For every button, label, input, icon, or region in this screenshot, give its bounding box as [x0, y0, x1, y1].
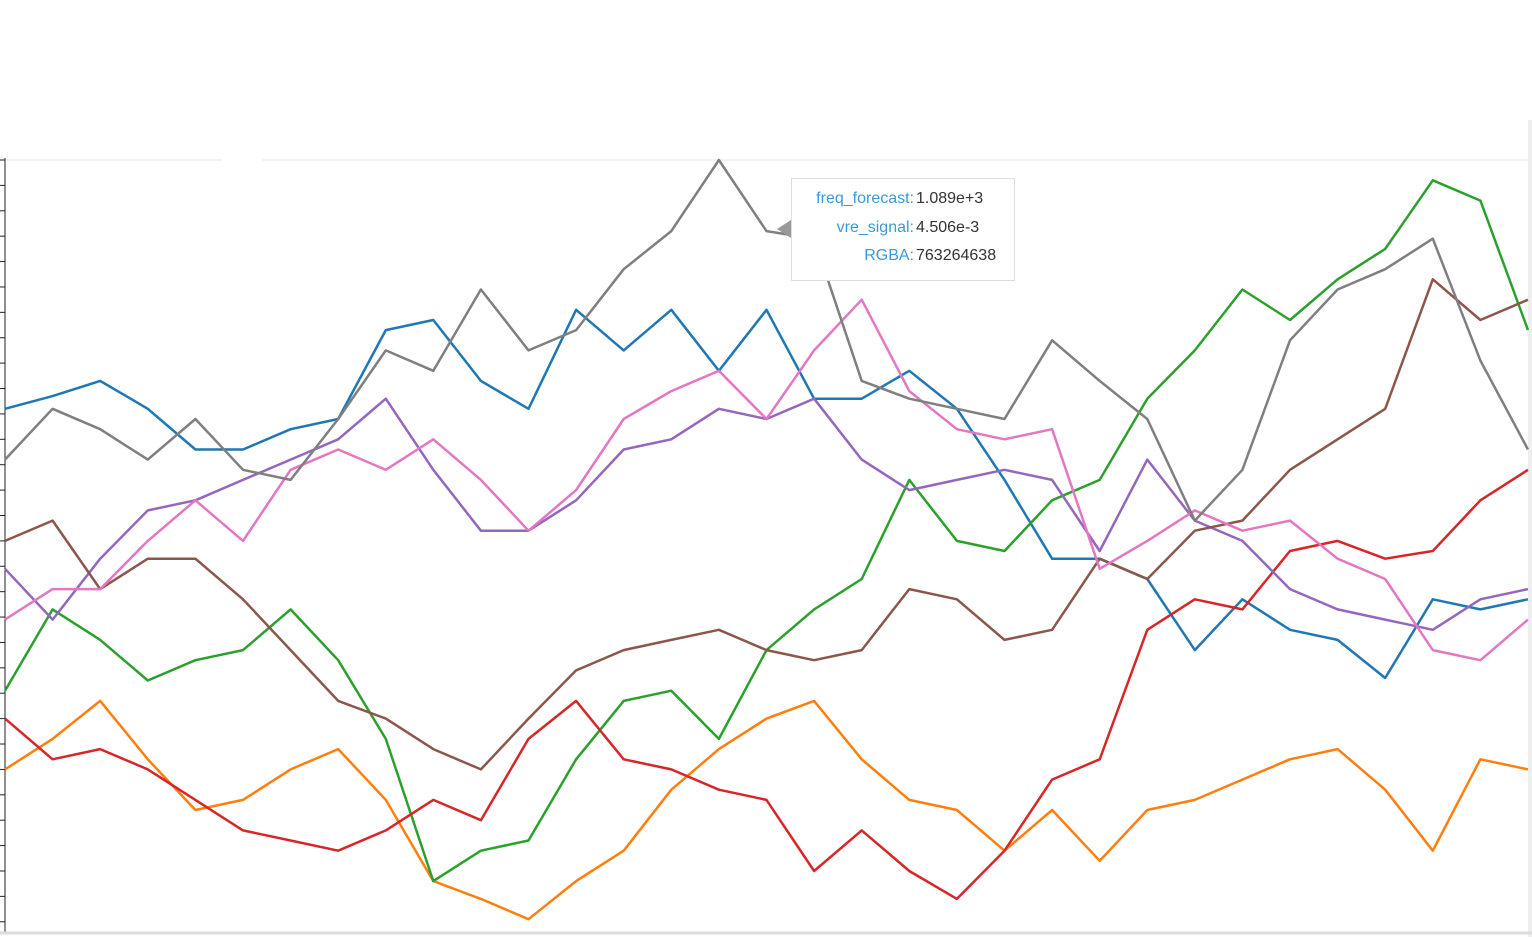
series-line [4, 468, 1529, 901]
tooltip-label: RGBA: [864, 247, 914, 264]
tooltip-row: freq_forecast: 1.089e+3 [792, 190, 1016, 212]
tooltip-row: RGBA: 763264638 [792, 247, 1016, 269]
series-line [4, 397, 1529, 632]
tooltip-label: vre_signal: [836, 218, 914, 236]
tooltip: freq_forecast: 1.089e+3 vre_signal: 4.506e-… [791, 178, 1015, 281]
series-line [3, 179, 1530, 883]
series-line [4, 158, 1530, 522]
series-line [4, 298, 1529, 662]
right-shadow [1528, 120, 1532, 937]
series-line [4, 699, 1529, 921]
series-line [4, 308, 1529, 680]
tooltip-arrow [777, 220, 791, 238]
tooltip-value: 1.089e+3 [916, 190, 984, 207]
tooltip-row: vre_signal: 4.506e-3 [792, 219, 1016, 241]
series-line [4, 278, 1529, 771]
tooltip-label: freq_forecast: [816, 190, 914, 207]
tooltip-value: 4.506e-3 [916, 218, 980, 236]
tooltip-value: 763264638 [916, 247, 997, 264]
